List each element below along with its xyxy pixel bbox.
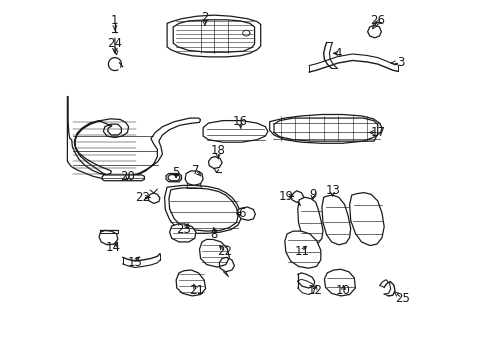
Polygon shape [324,269,355,296]
Polygon shape [199,239,229,267]
Text: 22: 22 [217,246,232,258]
Text: 7: 7 [192,164,199,177]
Polygon shape [269,114,381,143]
Polygon shape [203,121,267,142]
Polygon shape [169,224,196,242]
Text: 20: 20 [120,170,135,183]
Polygon shape [166,174,181,182]
Text: 14: 14 [105,241,121,254]
Polygon shape [321,195,350,245]
Polygon shape [185,171,203,185]
Text: 3: 3 [397,57,404,69]
Text: 6: 6 [238,207,245,220]
Text: 16: 16 [232,115,247,128]
Polygon shape [238,207,255,220]
Text: 10: 10 [335,284,350,297]
Text: 25: 25 [395,292,409,305]
Text: 2: 2 [201,11,208,24]
Text: 9: 9 [308,188,316,201]
Text: 21: 21 [189,284,204,297]
Polygon shape [167,15,260,57]
Text: 11: 11 [294,246,309,258]
Text: 18: 18 [210,144,225,157]
Text: 19: 19 [278,190,293,203]
Text: 1: 1 [111,14,119,27]
Polygon shape [102,175,144,181]
Polygon shape [176,270,205,296]
Polygon shape [164,185,241,233]
Text: 24: 24 [107,37,122,50]
Text: 4: 4 [334,47,341,60]
Text: 15: 15 [127,256,142,269]
Text: 8: 8 [210,228,217,241]
Text: 17: 17 [369,126,385,139]
Polygon shape [297,197,322,244]
Polygon shape [67,96,200,179]
Text: 23: 23 [176,223,191,236]
Text: 26: 26 [369,14,385,27]
Polygon shape [284,231,320,268]
Text: 13: 13 [325,184,340,197]
Text: 22: 22 [135,191,150,204]
Polygon shape [349,193,384,246]
Polygon shape [99,230,118,245]
Text: 12: 12 [306,284,322,297]
Text: 5: 5 [172,166,180,179]
